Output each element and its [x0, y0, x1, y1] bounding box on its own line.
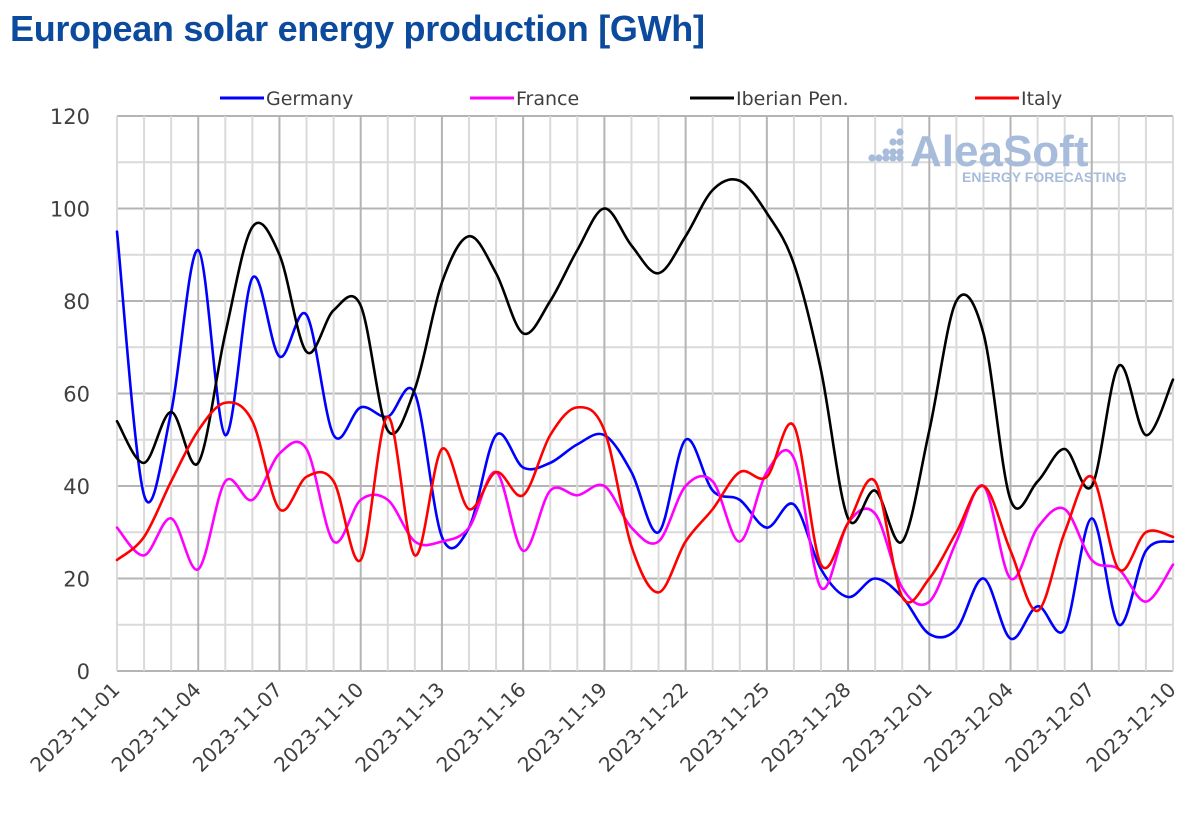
- series-line-france: [115, 440, 1175, 607]
- logo-dot: [896, 138, 904, 146]
- logo-dot: [896, 154, 904, 162]
- y-tick-label: 0: [77, 660, 90, 684]
- watermark-tagline: ENERGY FORECASTING: [962, 169, 1127, 185]
- logo-dot: [875, 154, 883, 162]
- aleasoft-watermark: AleaSoft ENERGY FORECASTING: [868, 127, 1127, 185]
- watermark-brand: AleaSoft: [910, 127, 1089, 176]
- legend-item-italy: Italy: [975, 88, 1062, 110]
- y-tick-label: 20: [63, 568, 90, 592]
- legend-item-germany: Germany: [220, 88, 353, 110]
- legend-item-france: France: [470, 88, 579, 110]
- logo-dots-icon: [868, 128, 904, 162]
- logo-dot: [889, 154, 897, 162]
- legend-label: Germany: [266, 88, 353, 110]
- chart-title: European solar energy production [GWh]: [10, 8, 705, 49]
- legend: Germany France Iberian Pen. Italy: [220, 88, 1062, 110]
- logo-dot: [889, 138, 897, 146]
- series-line-iberian-pen: [115, 177, 1175, 544]
- y-tick-label: 80: [63, 290, 90, 314]
- x-axis: 2023-11-012023-11-042023-11-072023-11-10…: [25, 678, 1180, 777]
- logo-dot: [896, 148, 904, 156]
- y-tick-label: 100: [50, 198, 90, 222]
- legend-item-iberian-pen: Iberian Pen.: [690, 88, 849, 110]
- logo-dot: [889, 148, 897, 156]
- legend-label: Italy: [1021, 88, 1062, 110]
- y-tick-label: 40: [63, 475, 90, 499]
- y-axis: 0 20 40 60 80 100 120: [50, 105, 90, 684]
- series-lines: [115, 177, 1175, 640]
- logo-dot: [896, 128, 904, 136]
- series-line-italy: [115, 401, 1175, 613]
- legend-label: France: [516, 88, 579, 110]
- y-tick-label: 120: [50, 105, 90, 129]
- legend-label: Iberian Pen.: [736, 88, 849, 110]
- y-tick-label: 60: [63, 383, 90, 407]
- grid: [116, 115, 1174, 672]
- logo-dot: [882, 148, 890, 156]
- logo-dot: [868, 154, 876, 162]
- logo-dot: [882, 154, 890, 162]
- series-line-germany: [115, 230, 1175, 640]
